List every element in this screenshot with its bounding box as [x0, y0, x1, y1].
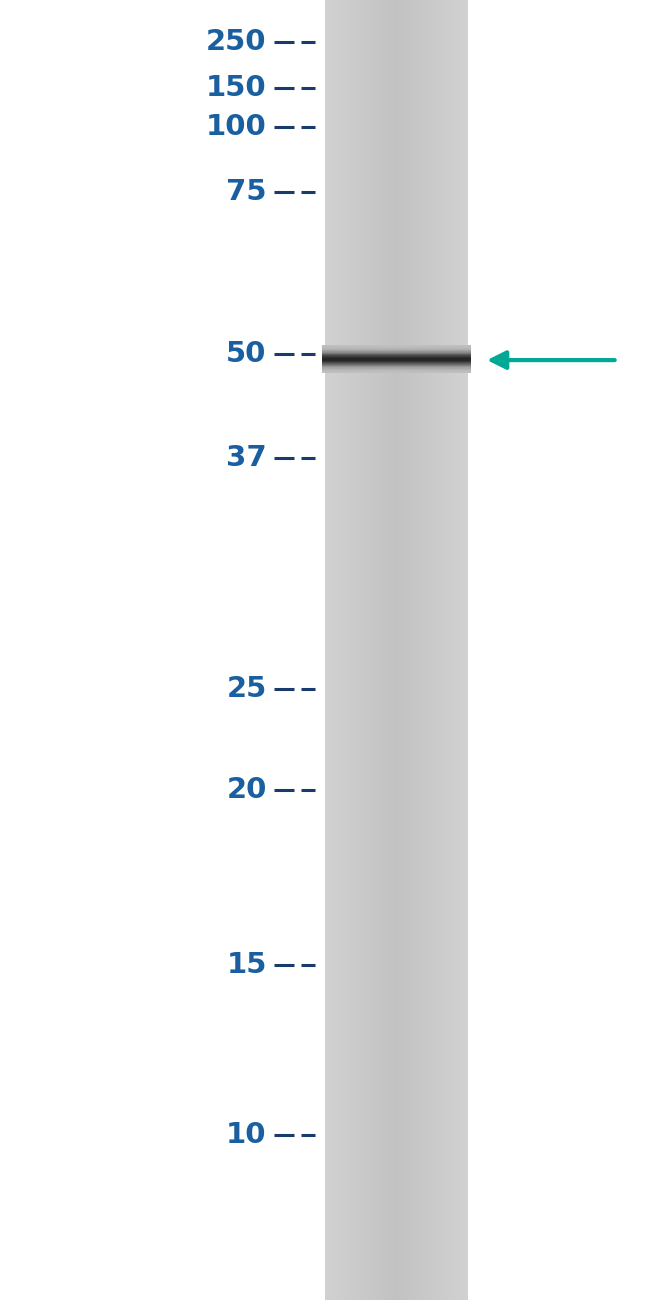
Bar: [387, 0, 389, 1300]
Bar: [439, 0, 442, 1300]
Text: 150: 150: [206, 74, 266, 103]
Bar: [375, 0, 378, 1300]
Bar: [413, 0, 415, 1300]
Bar: [444, 0, 447, 1300]
Bar: [442, 0, 444, 1300]
Text: 15: 15: [226, 950, 266, 979]
Text: 37: 37: [226, 443, 266, 472]
Bar: [456, 0, 458, 1300]
Text: 100: 100: [206, 113, 266, 142]
Bar: [356, 0, 358, 1300]
Bar: [406, 0, 408, 1300]
Bar: [449, 0, 451, 1300]
Bar: [461, 0, 463, 1300]
Bar: [422, 0, 425, 1300]
Bar: [382, 0, 385, 1300]
Bar: [463, 0, 465, 1300]
Bar: [389, 0, 392, 1300]
Bar: [358, 0, 361, 1300]
Bar: [399, 0, 401, 1300]
Bar: [458, 0, 461, 1300]
Text: 50: 50: [226, 339, 266, 368]
Bar: [408, 0, 411, 1300]
Bar: [337, 0, 339, 1300]
Bar: [351, 0, 354, 1300]
Bar: [432, 0, 435, 1300]
Bar: [411, 0, 413, 1300]
Bar: [361, 0, 363, 1300]
Bar: [325, 0, 328, 1300]
Bar: [401, 0, 404, 1300]
Bar: [418, 0, 421, 1300]
Bar: [342, 0, 344, 1300]
Bar: [465, 0, 468, 1300]
Bar: [428, 0, 430, 1300]
Bar: [404, 0, 406, 1300]
Text: 75: 75: [226, 178, 266, 207]
Bar: [380, 0, 382, 1300]
Bar: [396, 0, 399, 1300]
Bar: [372, 0, 375, 1300]
Bar: [332, 0, 335, 1300]
Text: 250: 250: [206, 27, 266, 56]
Bar: [344, 0, 346, 1300]
Bar: [368, 0, 370, 1300]
Bar: [349, 0, 351, 1300]
Bar: [394, 0, 396, 1300]
Text: 20: 20: [226, 776, 266, 805]
Bar: [385, 0, 387, 1300]
Bar: [435, 0, 437, 1300]
Bar: [330, 0, 332, 1300]
Bar: [335, 0, 337, 1300]
Bar: [425, 0, 428, 1300]
Bar: [430, 0, 432, 1300]
Bar: [454, 0, 456, 1300]
Bar: [392, 0, 394, 1300]
Bar: [354, 0, 356, 1300]
Bar: [346, 0, 349, 1300]
Bar: [370, 0, 372, 1300]
Bar: [437, 0, 439, 1300]
Bar: [365, 0, 368, 1300]
Bar: [339, 0, 342, 1300]
Bar: [447, 0, 449, 1300]
Bar: [328, 0, 330, 1300]
Bar: [415, 0, 418, 1300]
Text: 25: 25: [226, 675, 266, 703]
Bar: [378, 0, 380, 1300]
Bar: [451, 0, 454, 1300]
Bar: [421, 0, 422, 1300]
Bar: [363, 0, 365, 1300]
Text: 10: 10: [226, 1121, 266, 1149]
